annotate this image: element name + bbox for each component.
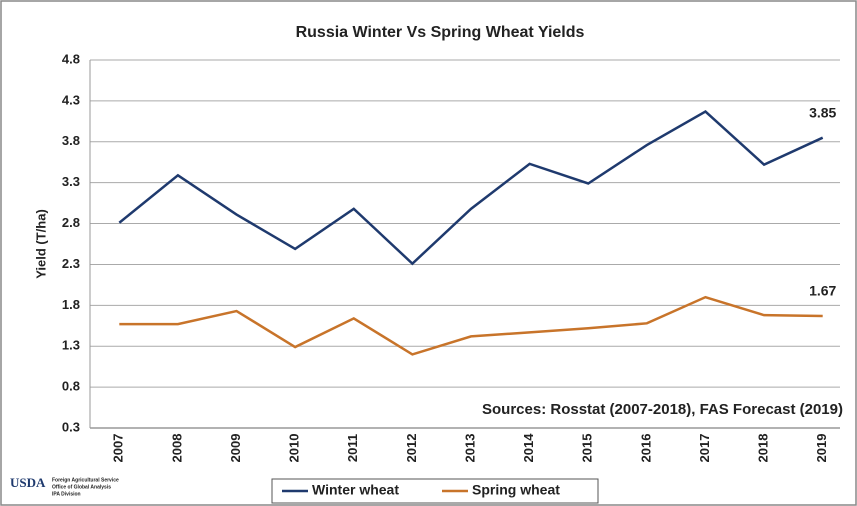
x-tick-label: 2009 bbox=[228, 434, 243, 463]
x-tick-label: 2016 bbox=[638, 434, 653, 463]
data-label: 1.67 bbox=[809, 283, 836, 299]
logo-text: Foreign Agricultural Service bbox=[52, 477, 119, 483]
x-tick-label: 2014 bbox=[521, 433, 536, 463]
x-tick-label: 2012 bbox=[404, 434, 419, 463]
x-tick-label: 2018 bbox=[756, 434, 771, 463]
y-axis-label: Yield (T/ha) bbox=[33, 209, 48, 279]
x-tick-label: 2013 bbox=[462, 434, 477, 463]
logo-text: IPA Division bbox=[52, 491, 81, 497]
y-tick-label: 3.3 bbox=[62, 174, 80, 189]
y-tick-label: 0.3 bbox=[62, 419, 80, 434]
logo-text: Office of Global Analysis bbox=[52, 484, 111, 490]
x-tick-label: 2017 bbox=[697, 434, 712, 463]
y-tick-label: 2.8 bbox=[62, 215, 80, 230]
legend-label: Spring wheat bbox=[472, 482, 560, 498]
y-tick-label: 4.3 bbox=[62, 92, 80, 107]
y-tick-label: 1.3 bbox=[62, 338, 80, 353]
y-tick-label: 1.8 bbox=[62, 297, 80, 312]
x-tick-label: 2010 bbox=[287, 434, 302, 463]
y-tick-label: 2.3 bbox=[62, 256, 80, 271]
x-tick-label: 2007 bbox=[111, 434, 126, 463]
x-tick-label: 2015 bbox=[580, 434, 595, 463]
y-tick-label: 0.8 bbox=[62, 379, 80, 394]
logo-mark: USDA bbox=[10, 475, 46, 490]
chart-title: Russia Winter Vs Spring Wheat Yields bbox=[296, 24, 585, 41]
data-label: 3.85 bbox=[809, 104, 836, 120]
line-series bbox=[119, 295, 823, 356]
y-tick-label: 3.8 bbox=[62, 133, 80, 148]
legend-box bbox=[271, 478, 599, 504]
x-tick-label: 2008 bbox=[169, 434, 184, 463]
x-tick-label: 2011 bbox=[345, 434, 360, 462]
x-tick-label: 2019 bbox=[814, 434, 829, 463]
legend-label: Winter wheat bbox=[312, 482, 399, 498]
annotation: Sources: Rosstat (2007-2018), FAS Foreca… bbox=[482, 401, 843, 418]
y-tick-label: 4.8 bbox=[62, 51, 80, 66]
line-series bbox=[118, 109, 824, 266]
